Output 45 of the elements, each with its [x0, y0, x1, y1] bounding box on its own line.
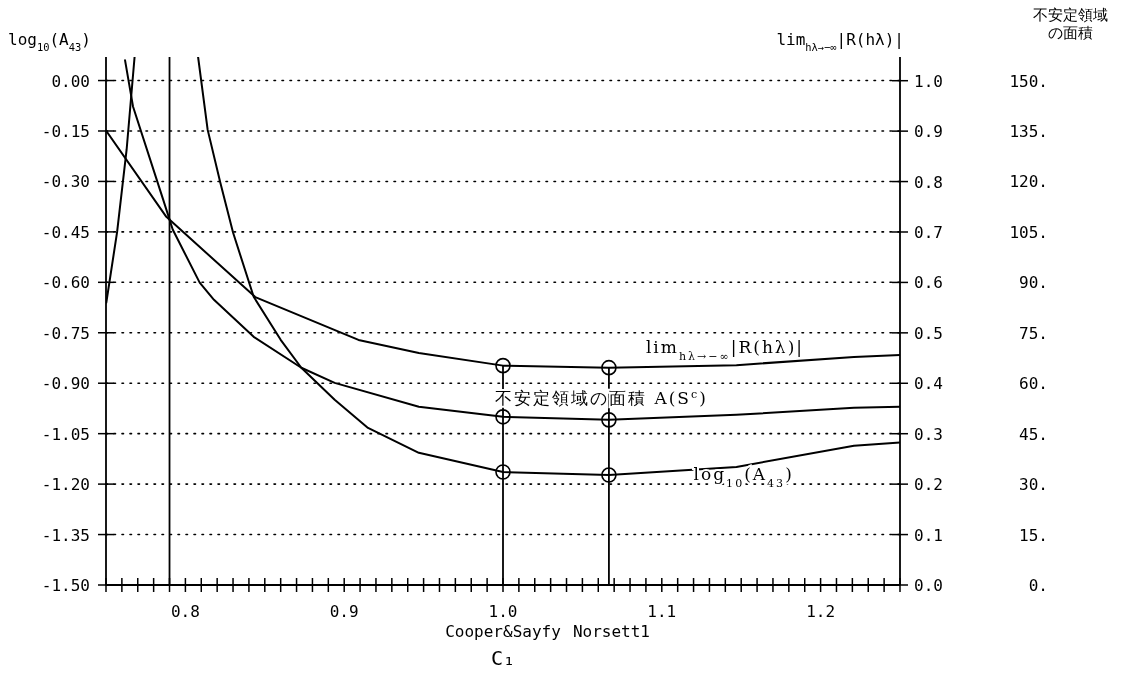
y3-tick-label: 30.	[1019, 475, 1048, 495]
y2-tick-label: 0.4	[914, 374, 943, 394]
y2-tick-label: 0.3	[914, 424, 943, 444]
y2-tick-label: 0.5	[914, 323, 943, 343]
y-tick-label: -0.90	[41, 374, 90, 394]
y-tick-label: -1.50	[41, 576, 90, 595]
y2-tick-label: 0.7	[914, 222, 943, 242]
y2-tick-label: 0.6	[914, 273, 943, 293]
y-tick-label: -0.15	[41, 121, 90, 141]
x-tick-label: 1.1	[647, 602, 677, 621]
y3-tick-label: 90.	[1019, 273, 1048, 293]
ref-line-label: Cooper&Sayfy	[445, 622, 562, 641]
y-tick-label: -0.60	[41, 273, 90, 293]
xlabel: C₁	[490, 646, 516, 670]
y3-tick-label: 105.	[1009, 222, 1048, 242]
y3-tick-label: 150.	[1009, 71, 1048, 91]
y3-tick-label: 60.	[1019, 374, 1048, 394]
y-tick-label: -0.75	[41, 323, 90, 343]
ylabel: log$_{10}$(A$_{43}$)	[8, 30, 91, 53]
y2-tick-label: 0.8	[914, 172, 943, 192]
y2-tick-label: 0.0	[914, 576, 943, 595]
y3label: の面積	[1047, 24, 1093, 42]
y3-tick-label: 75.	[1019, 323, 1048, 343]
x-tick-label: 1.2	[806, 602, 836, 621]
y-tick-label: 0.00	[51, 71, 90, 91]
x-tick-label: 1.0	[488, 602, 518, 621]
y2label: lim$_{hλ→−∞}$|R(hλ)|	[776, 30, 904, 53]
y3-tick-label: 15.	[1019, 525, 1048, 545]
y-tick-label: -1.20	[41, 475, 90, 495]
ref-line-label: Norsett1	[572, 622, 650, 641]
y3-tick-label: 0.	[1028, 576, 1048, 595]
y3-tick-label: 45.	[1019, 424, 1048, 444]
y3-tick-label: 120.	[1009, 172, 1048, 192]
y-tick-label: -1.35	[41, 525, 90, 545]
y3-tick-label: 135.	[1009, 121, 1048, 141]
y2-tick-label: 0.1	[914, 525, 943, 545]
y3label: 不安定領域	[1032, 6, 1108, 24]
x-tick-label: 0.9	[329, 602, 359, 621]
y-tick-label: -0.45	[41, 222, 90, 242]
y2-tick-label: 1.0	[914, 71, 943, 91]
y2-tick-label: 0.9	[914, 122, 943, 142]
y-tick-label: -0.30	[41, 172, 90, 192]
y2-tick-label: 0.2	[914, 475, 943, 495]
x-tick-label: 0.8	[170, 602, 200, 621]
y-tick-label: -1.05	[41, 424, 90, 444]
